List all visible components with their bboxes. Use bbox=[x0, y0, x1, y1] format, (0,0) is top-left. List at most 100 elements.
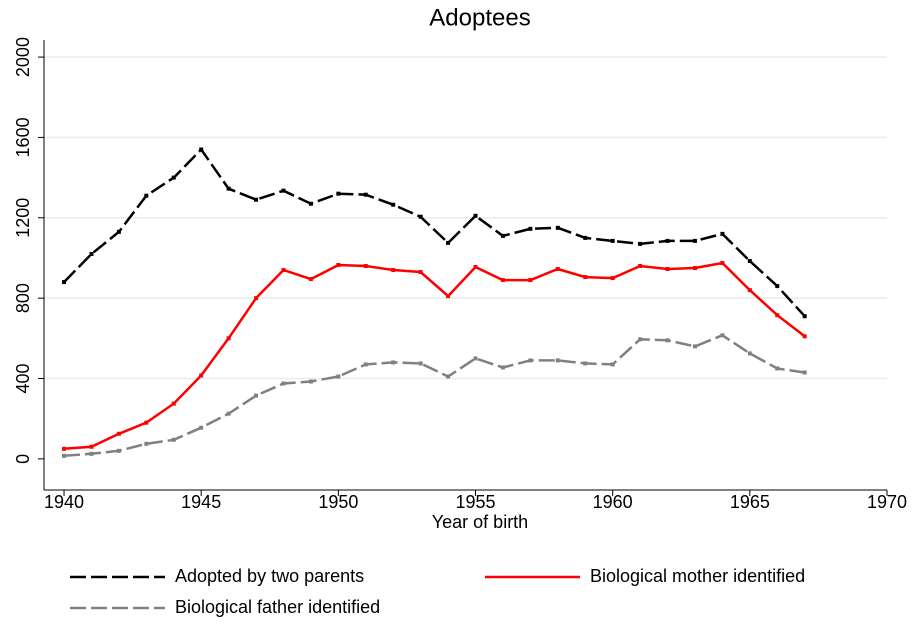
point bbox=[500, 278, 505, 283]
point bbox=[638, 241, 643, 246]
point bbox=[226, 186, 231, 191]
x-tick-label: 1960 bbox=[593, 492, 633, 512]
point bbox=[199, 373, 204, 378]
point bbox=[116, 431, 121, 436]
y-tick-label: 800 bbox=[13, 283, 33, 313]
y-tick-label: 2000 bbox=[13, 37, 33, 77]
point bbox=[199, 147, 204, 152]
point bbox=[555, 225, 560, 230]
point bbox=[473, 265, 478, 270]
point bbox=[665, 338, 670, 343]
point bbox=[473, 356, 478, 361]
point bbox=[391, 202, 396, 207]
point bbox=[281, 268, 286, 273]
point bbox=[802, 334, 807, 339]
point bbox=[610, 238, 615, 243]
point bbox=[692, 238, 697, 243]
point bbox=[62, 453, 67, 458]
point bbox=[802, 314, 807, 319]
chart-title: Adoptees bbox=[429, 4, 530, 31]
point bbox=[281, 381, 286, 386]
point bbox=[775, 366, 780, 371]
point bbox=[610, 276, 615, 281]
point bbox=[720, 260, 725, 265]
point bbox=[747, 288, 752, 293]
point bbox=[171, 437, 176, 442]
x-tick-label: 1970 bbox=[867, 492, 907, 512]
series-line bbox=[63, 261, 806, 451]
point bbox=[336, 374, 341, 379]
x-tick-label: 1940 bbox=[44, 492, 84, 512]
point bbox=[226, 411, 231, 416]
point bbox=[418, 214, 423, 219]
point bbox=[555, 358, 560, 363]
point bbox=[89, 444, 94, 449]
point bbox=[528, 278, 533, 283]
point bbox=[254, 197, 259, 202]
point bbox=[446, 294, 451, 299]
point bbox=[391, 268, 396, 273]
point bbox=[171, 175, 176, 180]
point bbox=[226, 336, 231, 341]
point bbox=[89, 251, 94, 256]
point bbox=[775, 284, 780, 289]
legend-label: Biological father identified bbox=[175, 597, 380, 617]
point bbox=[144, 193, 149, 198]
point bbox=[254, 296, 259, 301]
point bbox=[583, 275, 588, 280]
point bbox=[171, 401, 176, 406]
point bbox=[363, 264, 368, 269]
point bbox=[308, 379, 313, 384]
point bbox=[692, 266, 697, 271]
y-tick-label: 1600 bbox=[13, 117, 33, 157]
legend-label: Adopted by two parents bbox=[175, 566, 364, 586]
point bbox=[254, 393, 259, 398]
point bbox=[500, 233, 505, 238]
point bbox=[583, 361, 588, 366]
series-line bbox=[63, 147, 806, 318]
point bbox=[446, 240, 451, 245]
point bbox=[665, 238, 670, 243]
point bbox=[528, 226, 533, 231]
point bbox=[747, 351, 752, 356]
point bbox=[336, 263, 341, 267]
series-line bbox=[63, 333, 805, 458]
point bbox=[692, 344, 697, 349]
point bbox=[473, 213, 478, 218]
point bbox=[116, 229, 121, 234]
point bbox=[720, 231, 725, 236]
point bbox=[363, 192, 368, 197]
y-tick-label: 1200 bbox=[13, 198, 33, 238]
x-tick-label: 1965 bbox=[730, 492, 770, 512]
point bbox=[89, 451, 94, 456]
x-tick-label: 1955 bbox=[455, 492, 495, 512]
point bbox=[775, 313, 780, 318]
point bbox=[144, 441, 149, 446]
x-tick-label: 1945 bbox=[181, 492, 221, 512]
point bbox=[802, 370, 807, 375]
point bbox=[336, 191, 341, 196]
point bbox=[665, 267, 670, 272]
point bbox=[500, 365, 505, 370]
point bbox=[144, 420, 149, 425]
point bbox=[281, 188, 286, 193]
point bbox=[199, 425, 204, 430]
y-tick-label: 400 bbox=[13, 363, 33, 393]
x-tick-label: 1950 bbox=[318, 492, 358, 512]
point bbox=[638, 264, 643, 269]
point bbox=[418, 361, 423, 366]
point bbox=[638, 337, 643, 342]
point bbox=[747, 258, 752, 263]
point bbox=[418, 270, 423, 275]
point bbox=[583, 235, 588, 240]
point bbox=[308, 277, 313, 282]
point bbox=[720, 333, 725, 338]
point bbox=[363, 362, 368, 367]
point bbox=[446, 374, 451, 379]
point bbox=[62, 446, 67, 451]
point bbox=[528, 358, 533, 363]
point bbox=[308, 201, 313, 206]
y-tick-label: 0 bbox=[13, 454, 33, 464]
